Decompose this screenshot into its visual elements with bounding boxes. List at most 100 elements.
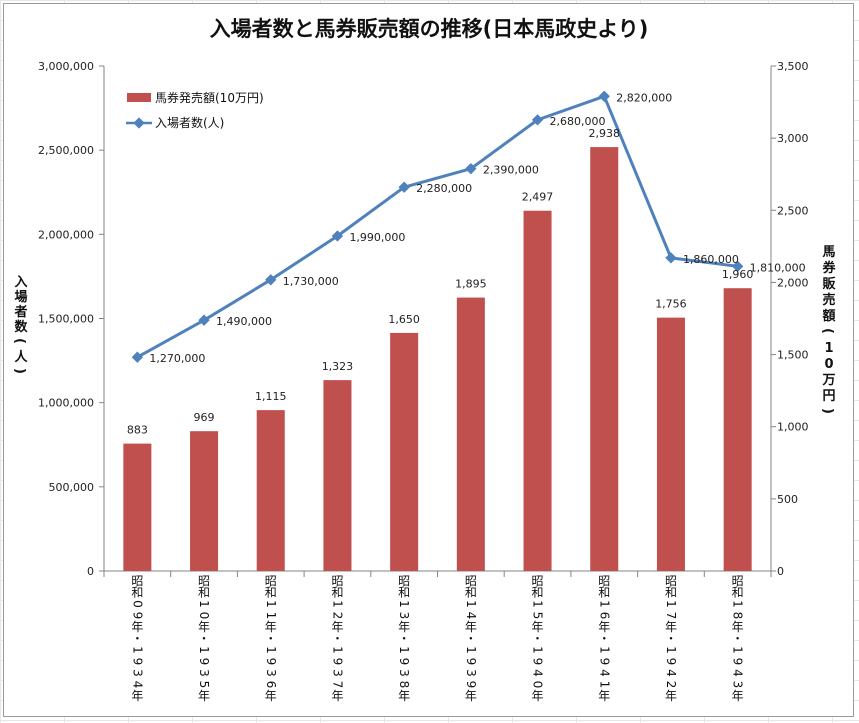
bar	[656, 317, 685, 571]
svg-text:2: 2	[664, 681, 678, 689]
chart-title: 入場者数と馬券販売額の推移(日本馬政史より)	[210, 17, 649, 41]
svg-text:年: 年	[532, 689, 544, 703]
svg-text:7: 7	[664, 612, 678, 620]
svg-text:3: 3	[397, 612, 411, 620]
svg-text:和: 和	[465, 586, 477, 600]
svg-text:8: 8	[397, 681, 411, 689]
right-tick-label: 2,000	[777, 276, 809, 289]
bar-value-label: 883	[127, 424, 148, 437]
svg-text:9: 9	[731, 658, 745, 666]
svg-text:9: 9	[531, 658, 545, 666]
svg-text:万: 万	[821, 373, 835, 388]
svg-text:年: 年	[398, 620, 410, 634]
bar-value-label: 1,115	[255, 390, 287, 403]
bar	[590, 147, 619, 572]
line-value-label: 2,390,000	[483, 164, 539, 177]
svg-text:昭: 昭	[398, 574, 410, 588]
svg-text:5: 5	[531, 612, 545, 620]
left-tick-label: 3,000,000	[38, 60, 94, 73]
line-path	[136, 94, 738, 359]
svg-text:8: 8	[731, 612, 745, 620]
bar-value-label: 1,895	[455, 278, 487, 291]
svg-text:年: 年	[532, 620, 544, 634]
svg-text:和: 和	[598, 586, 610, 600]
line-point	[731, 260, 744, 272]
svg-text:・: ・	[598, 632, 610, 646]
right-tick-label: 3,500	[777, 60, 809, 73]
svg-text:0: 0	[531, 681, 545, 689]
svg-text:1: 1	[731, 646, 745, 654]
svg-text:昭: 昭	[532, 574, 544, 588]
line-value-label: 1,730,000	[283, 275, 339, 288]
data-labels: 883 969 1,115 1,323 1,650 1,895 2,497 2,938 1,75…	[127, 91, 806, 436]
bar-value-label: 1,323	[322, 360, 354, 373]
svg-text:): )	[820, 408, 835, 414]
line-value-label: 1,810,000	[750, 261, 806, 274]
svg-text:・: ・	[265, 632, 277, 646]
bar	[390, 332, 419, 571]
svg-text:0: 0	[824, 357, 833, 372]
svg-text:場: 場	[14, 289, 27, 305]
line-value-label: 1,270,000	[149, 352, 205, 365]
svg-text:年: 年	[732, 689, 744, 703]
svg-text:数: 数	[14, 319, 28, 335]
svg-text:和: 和	[131, 586, 143, 600]
svg-text:1: 1	[731, 600, 745, 608]
svg-text:和: 和	[198, 586, 210, 600]
svg-text:和: 和	[732, 586, 744, 600]
svg-text:4: 4	[664, 669, 678, 677]
svg-text:9: 9	[130, 612, 144, 620]
svg-text:9: 9	[664, 658, 678, 666]
svg-text:9: 9	[397, 658, 411, 666]
right-tick-label: 1,000	[777, 421, 809, 434]
svg-text:1: 1	[197, 646, 211, 654]
svg-text:3: 3	[731, 681, 745, 689]
bar-value-label: 1,650	[388, 313, 420, 326]
bar-value-label: 2,938	[589, 127, 621, 140]
svg-text:9: 9	[264, 658, 278, 666]
svg-text:年: 年	[465, 689, 477, 703]
svg-text:・: ・	[331, 632, 343, 646]
svg-text:・: ・	[732, 632, 744, 646]
right-tick-label: 0	[777, 565, 784, 578]
svg-text:1: 1	[664, 600, 678, 608]
line-value-label: 2,680,000	[550, 115, 606, 128]
svg-text:和: 和	[665, 586, 677, 600]
left-tick-label: 500,000	[49, 481, 95, 494]
svg-text:昭: 昭	[732, 574, 744, 588]
bar	[523, 210, 552, 571]
svg-text:1: 1	[264, 612, 278, 620]
left-tick-label: 0	[87, 565, 94, 578]
svg-text:年: 年	[198, 689, 210, 703]
line-point	[198, 314, 210, 326]
svg-text:年: 年	[398, 689, 410, 703]
bar	[456, 297, 485, 571]
svg-text:1: 1	[464, 600, 478, 608]
left-tick-label: 2,500,000	[38, 144, 94, 157]
line-point	[331, 230, 344, 242]
svg-text:4: 4	[731, 669, 745, 677]
bar	[323, 380, 352, 571]
svg-text:券: 券	[821, 260, 836, 276]
svg-text:4: 4	[597, 669, 611, 677]
svg-text:0: 0	[130, 600, 144, 608]
svg-text:1: 1	[531, 600, 545, 608]
svg-text:1: 1	[397, 646, 411, 654]
line-value-label: 1,490,000	[216, 315, 272, 328]
line-point	[131, 351, 144, 363]
svg-text:昭: 昭	[131, 574, 143, 588]
line-value-label: 1,990,000	[349, 231, 405, 244]
svg-text:者: 者	[13, 304, 27, 320]
svg-text:年: 年	[465, 620, 477, 634]
right-tick-label: 500	[777, 493, 798, 506]
svg-text:年: 年	[732, 620, 744, 634]
svg-text:・: ・	[398, 632, 410, 646]
